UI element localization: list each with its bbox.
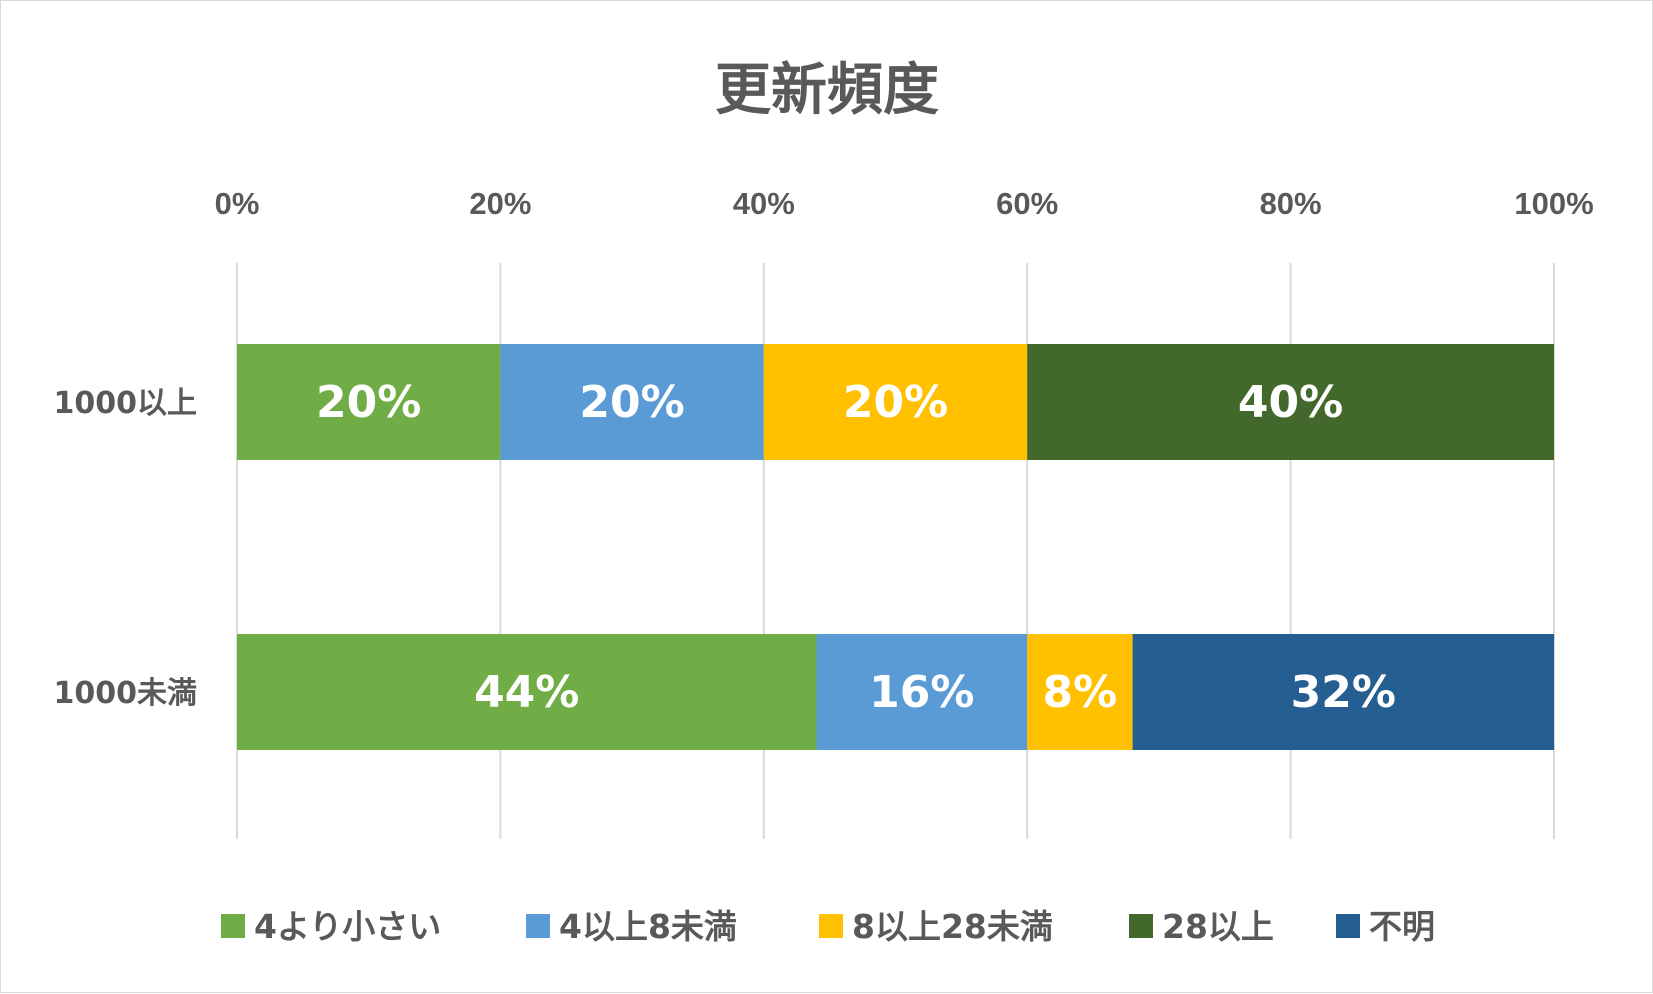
bar-segment — [500, 344, 764, 460]
legend-label: 4より小さい — [254, 907, 441, 946]
x-axis-ticks: 0% 20% 40% 60% 80% 100% — [215, 186, 1594, 221]
data-label: 40% — [1238, 377, 1343, 428]
bar-segment — [1132, 634, 1554, 750]
bar-segment — [237, 344, 501, 460]
bar-segment — [763, 344, 1028, 460]
legend-swatch — [1336, 914, 1360, 938]
data-label: 16% — [869, 667, 974, 718]
legend: 4より小さい 4以上8未満 8以上28未満 28以上 不明 — [221, 907, 1435, 946]
legend-label: 4以上8未満 — [559, 907, 737, 946]
data-label: 8% — [1043, 667, 1118, 718]
category-label: 1000以上 — [54, 386, 198, 421]
data-label: 32% — [1291, 667, 1396, 718]
data-label: 20% — [843, 377, 948, 428]
legend-swatch — [1129, 914, 1153, 938]
y-axis-categories: 1000以上 1000未満 — [54, 386, 198, 711]
bar-segment — [816, 634, 1028, 750]
chart-title: 更新頻度 — [715, 58, 939, 123]
legend-swatch — [526, 914, 550, 938]
data-label: 20% — [316, 377, 421, 428]
legend-label: 28以上 — [1162, 907, 1274, 946]
x-tick-label: 20% — [469, 186, 531, 221]
data-label: 44% — [474, 667, 579, 718]
bar-segment — [237, 634, 817, 750]
legend-label: 8以上28未満 — [852, 907, 1053, 946]
x-tick-label: 60% — [996, 186, 1058, 221]
bar-segment — [1027, 344, 1554, 460]
bar-segment — [1027, 634, 1133, 750]
x-tick-label: 0% — [215, 186, 260, 221]
x-tick-label: 40% — [733, 186, 795, 221]
x-tick-label: 100% — [1514, 186, 1593, 221]
legend-swatch — [819, 914, 843, 938]
legend-swatch — [221, 914, 245, 938]
legend-label: 不明 — [1369, 907, 1435, 946]
data-label: 20% — [579, 377, 684, 428]
data-labels: 20% 20% 20% 40% 44% 16% 8% 32% — [316, 377, 1396, 718]
x-tick-label: 80% — [1260, 186, 1322, 221]
category-label: 1000未満 — [54, 676, 198, 711]
bars — [237, 344, 1554, 750]
